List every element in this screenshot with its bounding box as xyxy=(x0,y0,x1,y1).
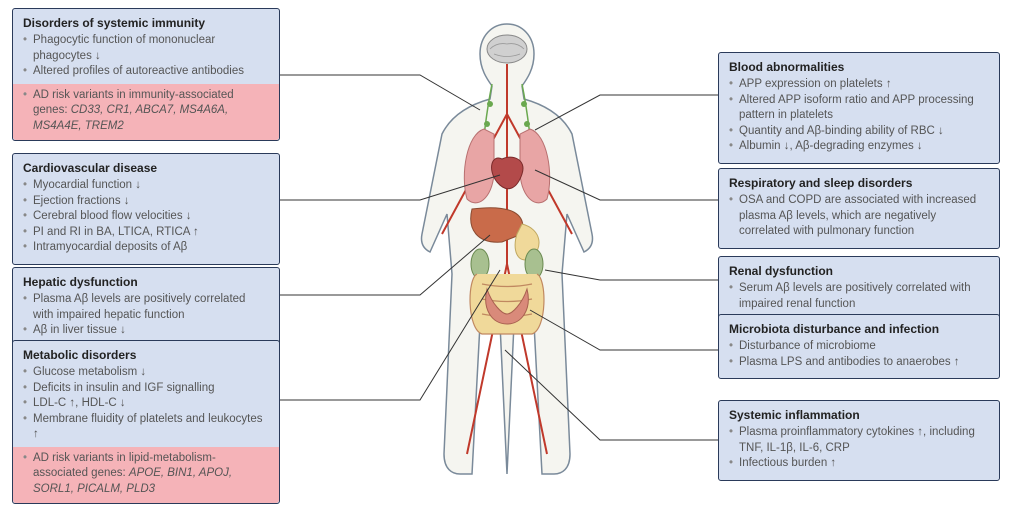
title: Blood abnormalities xyxy=(729,59,989,75)
box-microbiota: Microbiota disturbance and infection Dis… xyxy=(718,314,1000,379)
item: AD risk variants in lipid-metabolism-ass… xyxy=(23,451,269,498)
item: Membrane fluidity of platelets and leuko… xyxy=(23,412,269,443)
diagram-container: Disorders of systemic immunity Phagocyti… xyxy=(0,0,1014,517)
title: Disorders of systemic immunity xyxy=(23,15,269,31)
item: PI and RI in BA, LTICA, RTICA ↑ xyxy=(23,225,269,241)
item: Quantity and Aβ-binding ability of RBC ↓ xyxy=(729,124,989,140)
item: Phagocytic function of mononuclear phago… xyxy=(23,33,269,64)
item: Infectious burden ↑ xyxy=(729,456,989,472)
item: Intramyocardial deposits of Aβ xyxy=(23,240,269,256)
box-systemic-immunity: Disorders of systemic immunity Phagocyti… xyxy=(12,8,280,141)
title: Microbiota disturbance and infection xyxy=(729,321,989,337)
item: AD risk variants in immunity-associated … xyxy=(23,88,269,135)
item: Plasma proinflammatory cytokines ↑, incl… xyxy=(729,425,989,456)
box-metabolic: Metabolic disorders Glucose metabolism ↓… xyxy=(12,340,280,504)
box-renal: Renal dysfunction Serum Aβ levels are po… xyxy=(718,256,1000,321)
title: Hepatic dysfunction xyxy=(23,274,269,290)
item: Myocardial function ↓ xyxy=(23,178,269,194)
item: Glucose metabolism ↓ xyxy=(23,365,269,381)
item: Deficits in insulin and IGF signalling xyxy=(23,381,269,397)
box-hepatic: Hepatic dysfunction Plasma Aβ levels are… xyxy=(12,267,280,348)
box-respiratory: Respiratory and sleep disorders OSA and … xyxy=(718,168,1000,249)
box-cardiovascular: Cardiovascular disease Myocardial functi… xyxy=(12,153,280,265)
item: Cerebral blood flow velocities ↓ xyxy=(23,209,269,225)
item: Altered profiles of autoreactive antibod… xyxy=(23,64,269,80)
item: Ejection fractions ↓ xyxy=(23,194,269,210)
item: Disturbance of microbiome xyxy=(729,339,989,355)
item: Aβ in liver tissue ↓ xyxy=(23,323,269,339)
item: Plasma Aβ levels are positively correlat… xyxy=(23,292,269,323)
item: APP expression on platelets ↑ xyxy=(729,77,989,93)
title: Respiratory and sleep disorders xyxy=(729,175,989,191)
item: LDL-C ↑, HDL-C ↓ xyxy=(23,396,269,412)
item: Plasma LPS and antibodies to anaerobes ↑ xyxy=(729,355,989,371)
item: Albumin ↓, Aβ-degrading enzymes ↓ xyxy=(729,139,989,155)
title: Renal dysfunction xyxy=(729,263,989,279)
box-systemic-inflammation: Systemic inflammation Plasma proinflamma… xyxy=(718,400,1000,481)
item: OSA and COPD are associated with increas… xyxy=(729,193,989,240)
item: Serum Aβ levels are positively correlate… xyxy=(729,281,989,312)
title: Systemic inflammation xyxy=(729,407,989,423)
item: Altered APP isoform ratio and APP proces… xyxy=(729,93,989,124)
title: Cardiovascular disease xyxy=(23,160,269,176)
highlight-lipid-genes: AD risk variants in lipid-metabolism-ass… xyxy=(13,447,279,504)
title: Metabolic disorders xyxy=(23,347,269,363)
human-body-figure xyxy=(372,14,642,504)
box-blood: Blood abnormalities APP expression on pl… xyxy=(718,52,1000,164)
highlight-immunity-genes: AD risk variants in immunity-associated … xyxy=(13,84,279,141)
